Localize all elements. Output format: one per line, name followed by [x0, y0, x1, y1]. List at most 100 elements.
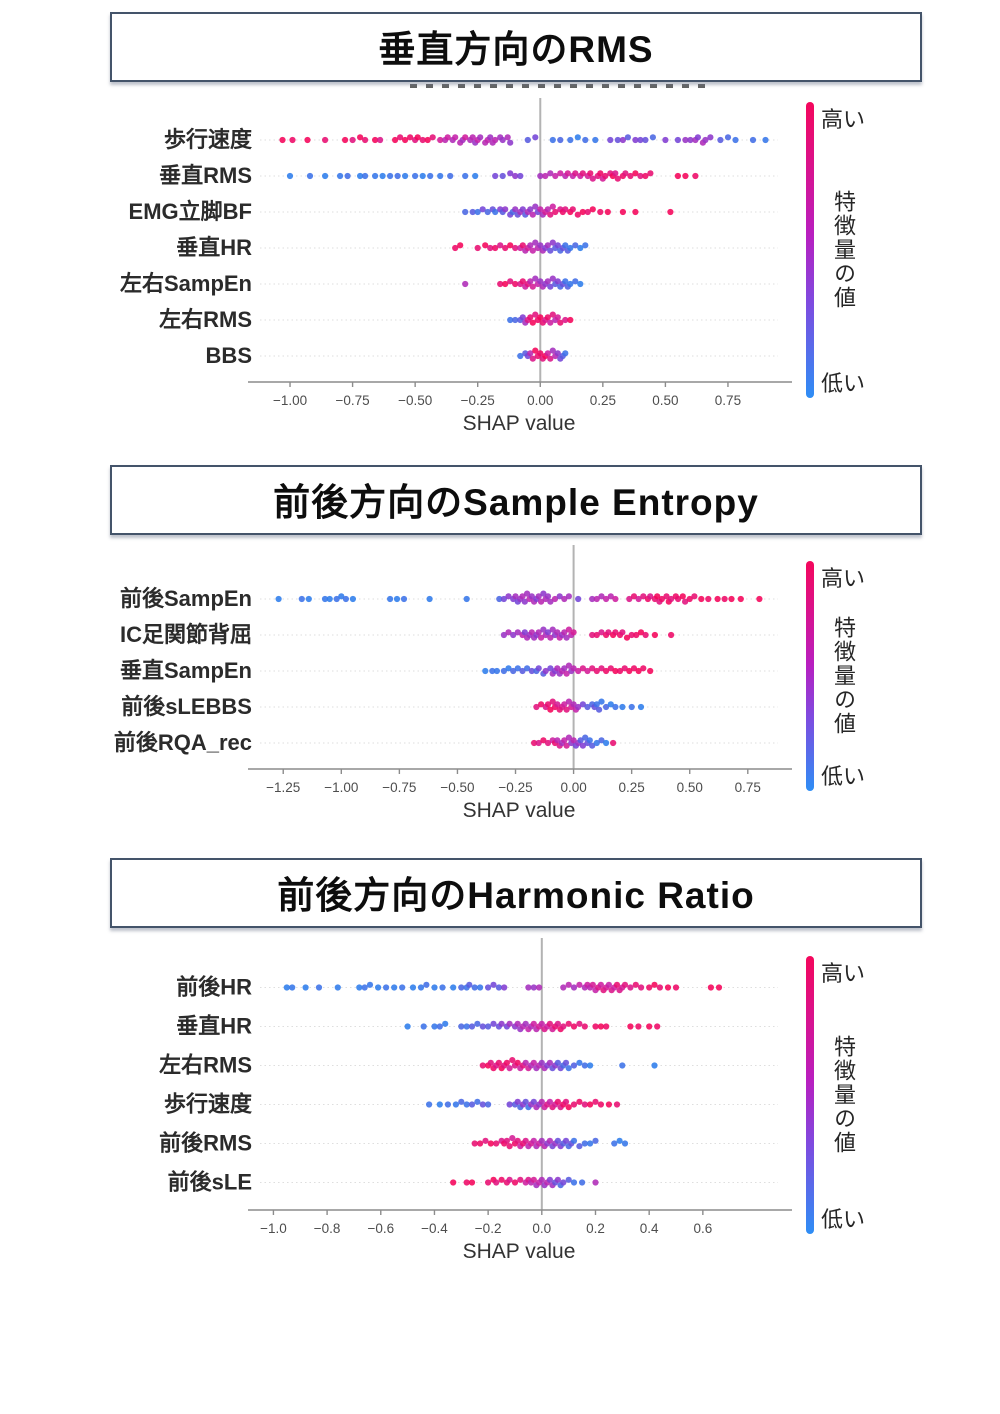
- points-row-4: [462, 275, 584, 290]
- points-row-2: [462, 203, 674, 218]
- feature-label: 前後RQA_rec: [114, 730, 252, 755]
- colorbar-gradient: [806, 561, 814, 791]
- x-axis: −1.25 −1.00 −0.75 −0.50 −0.25 0.00 0.25 0.50 0.7…: [248, 768, 792, 795]
- svg-text:−1.25: −1.25: [266, 780, 300, 795]
- svg-text:0.50: 0.50: [677, 780, 703, 795]
- feature-label: 垂直HR: [176, 235, 252, 260]
- points-row-2: [479, 1057, 658, 1072]
- x-axis-label: SHAP value: [463, 799, 576, 822]
- feature-label: 左右RMS: [159, 1053, 252, 1078]
- feature-label: 歩行速度: [164, 1092, 253, 1117]
- points-row-1: [404, 1020, 661, 1033]
- feature-label: 前後HR: [176, 975, 252, 1000]
- points-row-2: [482, 662, 654, 677]
- points-row-0: [279, 134, 769, 146]
- plot-row: 歩行速度 垂直RMS EMG立脚BF 垂直HR 左右SampEn 左右RMS BBS −1.0…: [110, 88, 922, 440]
- points-row-3: [426, 1098, 621, 1111]
- colorbar: 高い 特徴量の値 低い: [806, 956, 865, 1234]
- svg-text:−0.25: −0.25: [498, 780, 532, 795]
- feature-label: 前後sLEBBS: [121, 694, 252, 719]
- svg-text:0.00: 0.00: [527, 393, 553, 408]
- points-row-0: [275, 590, 763, 605]
- colorbar-title: 特徴量の値: [831, 190, 856, 310]
- feature-label: 歩行速度: [164, 127, 253, 152]
- x-axis-label: SHAP value: [463, 1240, 576, 1263]
- points-row-4: [471, 1135, 629, 1150]
- points-row-3: [533, 698, 645, 713]
- feature-label: 左右RMS: [159, 307, 252, 332]
- svg-text:−0.25: −0.25: [461, 393, 495, 408]
- feature-label: 垂直HR: [176, 1014, 252, 1039]
- feature-label: BBS: [206, 343, 252, 368]
- svg-text:0.00: 0.00: [560, 780, 586, 795]
- colorbar-low-label: 低い: [821, 764, 866, 789]
- colorbar-high-label: 高い: [821, 566, 866, 591]
- svg-text:−0.8: −0.8: [314, 1221, 341, 1236]
- svg-text:−0.6: −0.6: [367, 1221, 394, 1236]
- svg-text:0.6: 0.6: [693, 1221, 712, 1236]
- feature-label: 垂直SampEn: [120, 658, 252, 683]
- x-axis: −1.00 −0.75 −0.50 −0.25 0.00 0.25 0.50 0.75: [248, 381, 792, 408]
- panel-title: 前後方向のHarmonic Ratio: [277, 875, 755, 916]
- clipped-text-remnant: [410, 84, 710, 88]
- colorbar: 高い 特徴量の値 低い: [806, 102, 865, 398]
- svg-text:−0.75: −0.75: [382, 780, 416, 795]
- svg-text:0.75: 0.75: [715, 393, 741, 408]
- colorbar-title: 特徴量の値: [831, 616, 856, 736]
- svg-text:−1.00: −1.00: [273, 393, 307, 408]
- svg-text:0.25: 0.25: [619, 780, 645, 795]
- svg-text:0.4: 0.4: [640, 1221, 659, 1236]
- svg-text:0.25: 0.25: [590, 393, 616, 408]
- colorbar-title: 特徴量の値: [831, 1035, 856, 1155]
- feature-label: IC足関節背屈: [120, 622, 252, 647]
- panel-title: 垂直方向のRMS: [378, 29, 654, 70]
- feature-label: 左右SampEn: [120, 271, 252, 296]
- svg-text:−0.50: −0.50: [440, 780, 474, 795]
- feature-label: 前後SampEn: [120, 586, 252, 611]
- colorbar-labels: 高い 特徴量の値 低い: [821, 561, 865, 791]
- svg-text:−1.0: −1.0: [260, 1221, 287, 1236]
- gridlines: [260, 987, 778, 1183]
- colorbar-labels: 高い 特徴量の値 低い: [821, 102, 865, 398]
- colorbar-high-label: 高い: [821, 107, 866, 132]
- points-row-0: [283, 981, 723, 994]
- panel-title: 前後方向のSample Entropy: [273, 482, 759, 523]
- svg-text:0.2: 0.2: [586, 1221, 605, 1236]
- colorbar-low-label: 低い: [821, 371, 866, 396]
- plot-row: 前後SampEn IC足関節背屈 垂直SampEn 前後sLEBBS 前後RQA_rec…: [110, 535, 922, 827]
- feature-label: EMG立脚BF: [129, 199, 252, 224]
- svg-text:−1.00: −1.00: [324, 780, 358, 795]
- colorbar-labels: 高い 特徴量の値 低い: [821, 956, 865, 1234]
- x-axis: −1.0 −0.8 −0.6 −0.4 −0.2 0.0 0.2 0.4 0.6: [248, 1209, 792, 1236]
- colorbar: 高い 特徴量の値 低い: [806, 561, 865, 791]
- colorbar-low-label: 低い: [821, 1207, 866, 1232]
- x-axis-label: SHAP value: [463, 412, 576, 435]
- colorbar-gradient: [806, 956, 814, 1234]
- svg-text:0.0: 0.0: [532, 1221, 551, 1236]
- shap-panel-ap-harmonic-ratio: 前後方向のHarmonic Ratio 前後HR 垂直HR 左右RMS 歩行速度 前後R…: [110, 858, 922, 1268]
- points-row-3: [452, 239, 589, 254]
- panel-title-box: 前後方向のHarmonic Ratio: [110, 858, 922, 928]
- points-row-1: [500, 626, 675, 641]
- svg-text:0.50: 0.50: [652, 393, 678, 408]
- shap-panel-ap-sample-entropy: 前後方向のSample Entropy 前後SampEn IC足関節背屈 垂直Sam…: [110, 465, 922, 827]
- points-row-6: [517, 347, 569, 362]
- panel-title-box: 垂直方向のRMS: [110, 12, 922, 82]
- svg-text:−0.2: −0.2: [475, 1221, 502, 1236]
- points-row-5: [507, 311, 574, 326]
- svg-text:−0.4: −0.4: [421, 1221, 448, 1236]
- feature-label: 前後sLE: [168, 1170, 252, 1195]
- points-row-5: [450, 1176, 599, 1189]
- points-row-4: [531, 734, 617, 749]
- panel-title-box: 前後方向のSample Entropy: [110, 465, 922, 535]
- plot-row: 前後HR 垂直HR 左右RMS 歩行速度 前後RMS 前後sLE −1.0 −0.8 −0.6−…: [110, 928, 922, 1268]
- shap-panel-vertical-rms: 垂直方向のRMS 歩行速度 垂直RMS EMG立脚BF 垂直HR 左右SampEn 左右R…: [110, 12, 922, 440]
- colorbar-high-label: 高い: [821, 961, 866, 986]
- svg-text:0.75: 0.75: [735, 780, 761, 795]
- svg-text:−0.75: −0.75: [336, 393, 370, 408]
- svg-text:−0.50: −0.50: [398, 393, 432, 408]
